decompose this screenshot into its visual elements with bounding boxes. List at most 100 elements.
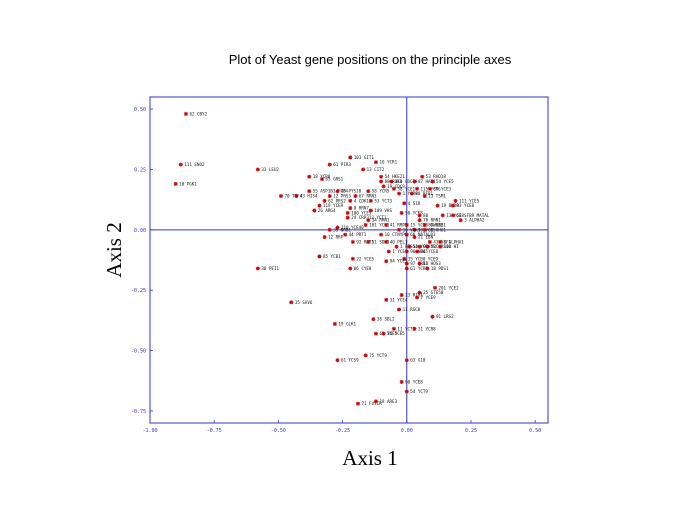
point-label: 40 PEL1 [390,239,408,244]
x-tick-label: 0.00 [401,428,413,434]
point-marker [384,259,389,264]
point-marker [440,213,445,218]
point-label: 13 HOS3 [423,261,441,266]
data-point: 13 YCR8 [407,244,431,249]
point-marker [407,244,412,249]
data-point: 4 SIR [402,201,421,206]
point-marker [255,167,260,172]
point-marker [384,222,389,227]
point-label: 91 LRS2 [436,314,454,319]
point-marker [391,186,396,191]
point-label: 21 EBN [418,235,434,240]
data-point: 70 TEF4 [278,194,303,199]
point-marker [417,261,422,266]
point-label: 35 YCB8 YCE9 [408,256,439,261]
x-tick-label: 0.50 [529,428,541,434]
data-point: 71 FUYCR [355,401,382,406]
point-label: 88 [423,213,429,218]
point-marker [353,194,358,199]
point-marker [420,174,425,179]
point-label: 22 YCE5 [356,256,374,261]
point-marker [427,239,432,244]
data-point: 88 [417,213,429,218]
data-point: 85 YCB1 [317,254,341,259]
point-marker [417,290,422,295]
point-marker [430,314,435,319]
data-point: 43 HIS4 [294,194,318,199]
point-label: 86 CYE8 [354,266,372,271]
data-point: 98 YCE5 [412,227,436,232]
point-marker [361,167,366,172]
point-label: 11 RSC8 [403,307,421,312]
data-point: 21 EBN [412,235,434,240]
data-point: 58 YCR5 [366,189,390,194]
point-label: 43 YCF1 [433,239,451,244]
point-label: 119 YCE9 [323,203,344,208]
point-marker [404,261,409,266]
point-marker [422,194,427,199]
data-point: 55 ASP3B3 YCP4 [307,189,348,194]
data-point: 65 GRS1 [320,177,344,182]
point-label: 62 PRS2 [328,198,346,203]
data-point: 89 YCE3 [427,186,452,191]
y-tick-label: -0.50 [131,349,146,355]
plot-frame [149,96,549,424]
data-point: 1 YCE7 [386,249,408,254]
point-marker [386,249,391,254]
point-label: 8 RRN7 [354,206,370,211]
point-marker [335,358,340,363]
data-point: 63 G10 [404,358,426,363]
point-marker [373,331,378,336]
data-point: 44 PRT1 [343,232,367,237]
data-point: 89 GNS1 [422,222,446,227]
point-label: 10 CTNYP8 [385,232,408,237]
point-label: 101 YCH1 [369,222,390,227]
point-label: 85 YCB1 [323,254,341,259]
point-label: 109 VHS [374,208,392,213]
point-marker [402,256,407,261]
point-label: 24 CRP313 YCT1 [351,215,387,220]
data-point: 18 PDS1 [425,266,449,271]
data-point: 53 RAD18 [420,174,446,179]
data-point: 201 YCE2 [433,285,459,290]
data-point: 51 SDH3 [366,239,390,244]
data-point: 38 YCE1 [391,186,416,191]
data-point: 7 YCE9 [415,295,436,300]
point-label: 7 YCE9 [421,295,437,300]
data-point: 11 YCT1 [391,326,416,331]
point-label: 41 RMP1 [390,222,408,227]
point-marker [345,210,350,215]
point-marker [312,208,317,213]
point-marker [415,249,420,254]
point-label: 35 NRB1 [333,227,351,232]
data-point: 19 GLK1 [332,321,357,326]
point-label: 19 GLK1 [338,321,356,326]
point-marker [384,239,389,244]
point-label: 18 ARE3 [379,399,397,404]
point-label: 1 YCE7 [392,249,408,254]
point-marker [307,189,312,194]
point-label: 53 YCT3 [374,198,392,203]
point-label: 38 SBL2 [377,317,395,322]
point-marker [289,300,294,305]
data-point: 75 YCT9 [363,353,387,358]
point-marker [404,222,409,227]
data-point: 54 YCT9 [404,389,428,394]
point-marker [355,401,360,406]
point-label: 53 RAD18 [426,174,447,179]
point-marker [379,179,384,184]
data-point: 33 LEU2 [255,167,279,172]
data-point: 80 HHO1 [422,227,446,232]
point-label: 13 YCR8 [413,244,431,249]
data-point: 61 YCR1 [404,266,428,271]
point-label: 67 RRN3 [359,194,377,199]
point-label: 25 GTE58 [423,290,444,295]
point-label: 44 PRT1 [349,232,367,237]
point-marker [450,203,455,208]
data-point: 25 GTE58 [417,290,444,295]
data-point: 23 RIX1 [399,293,423,298]
data-point: 92 YRC4 [417,244,441,249]
data-point: 18 YCR8 [307,174,331,179]
